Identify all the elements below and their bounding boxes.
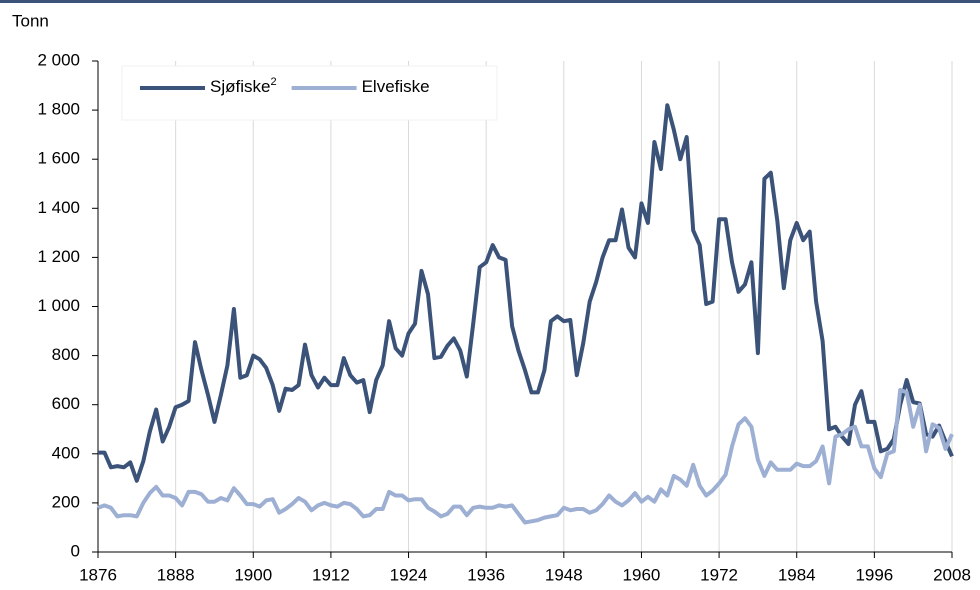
y-tick-label: 1 200 xyxy=(37,247,80,266)
x-tick-label: 1900 xyxy=(234,565,272,584)
x-tick-label: 1924 xyxy=(390,565,428,584)
y-tick-label: 200 xyxy=(52,492,80,511)
legend-label: Sjøfiske2 xyxy=(210,76,277,97)
x-tick-label: 1936 xyxy=(467,565,505,584)
y-tick-label: 1 000 xyxy=(37,296,80,315)
x-tick-label: 1996 xyxy=(855,565,893,584)
x-tick-label: 1948 xyxy=(545,565,583,584)
y-tick-label: 800 xyxy=(52,345,80,364)
top-border xyxy=(0,0,980,3)
x-tick-label: 2008 xyxy=(933,565,971,584)
x-tick-label: 1960 xyxy=(623,565,661,584)
x-tick-label: 1972 xyxy=(700,565,738,584)
line-series xyxy=(98,103,954,483)
legend-superscript: 2 xyxy=(270,76,276,88)
y-axis-label: Tonn xyxy=(12,11,49,30)
x-tick-label: 1912 xyxy=(312,565,350,584)
y-tick-label: 1 800 xyxy=(37,100,80,119)
x-tick-label: 1888 xyxy=(157,565,195,584)
x-tick-label: 1984 xyxy=(778,565,816,584)
line-series xyxy=(97,388,954,525)
legend-label: Elvefiske xyxy=(362,77,430,96)
legend-box xyxy=(121,65,498,121)
x-tick-label: 1876 xyxy=(79,565,117,584)
y-tick-label: 2 000 xyxy=(37,50,80,69)
legend-name: Elvefiske xyxy=(362,77,430,96)
y-tick-label: 0 xyxy=(71,541,80,560)
legend-name: Sjøfiske xyxy=(210,77,270,96)
y-tick-label: 600 xyxy=(52,394,80,413)
y-tick-label: 1 400 xyxy=(37,198,80,217)
y-tick-label: 400 xyxy=(52,443,80,462)
y-tick-label: 1 600 xyxy=(37,149,80,168)
